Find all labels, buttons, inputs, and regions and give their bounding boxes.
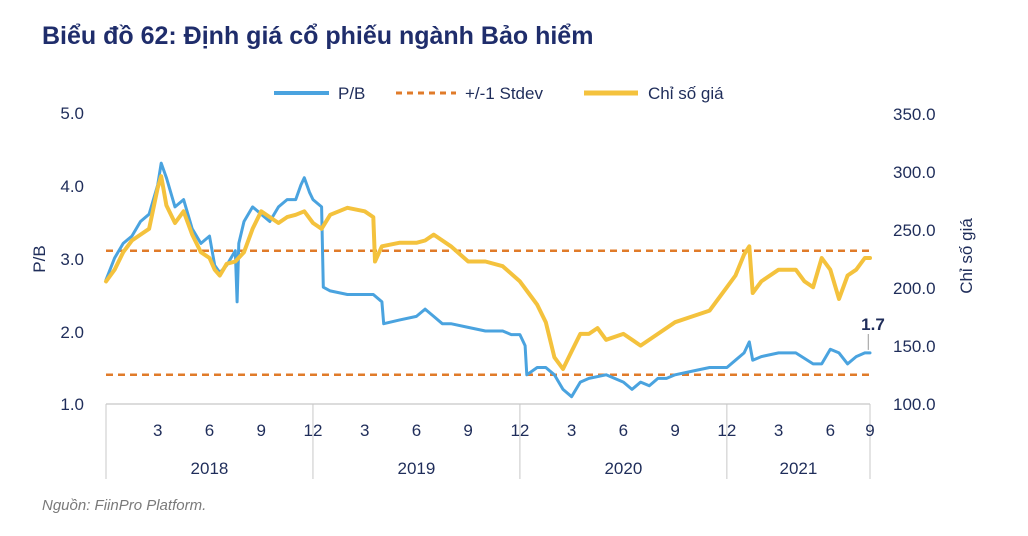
y-left-tick: 1.0: [60, 395, 84, 414]
x-tick-label: 9: [670, 421, 679, 440]
y-left-tick: 4.0: [60, 177, 84, 196]
x-tick-label: 9: [256, 421, 265, 440]
x-year-label: 2019: [398, 459, 436, 478]
x-tick-label: 3: [360, 421, 369, 440]
series-price-index-line: [104, 174, 872, 371]
y-right-tick: 200.0: [893, 279, 936, 298]
annotation-last-pb: 1.7: [861, 315, 885, 334]
x-tick-label: 12: [510, 421, 529, 440]
y-left-tick: 3.0: [60, 250, 84, 269]
x-tick-label: 3: [774, 421, 783, 440]
y-axis-right-title: Chỉ số giá: [957, 218, 976, 294]
source-note: Nguồn: FiinPro Platform.: [42, 497, 207, 514]
chart-title: Biểu đồ 62: Định giá cổ phiếu ngành Bảo …: [42, 22, 594, 50]
x-tick-label: 12: [717, 421, 736, 440]
x-tick-label: 6: [412, 421, 421, 440]
y-right-tick: 100.0: [893, 395, 936, 414]
y-right-tick: 300.0: [893, 163, 936, 182]
y-left-tick: 5.0: [60, 104, 84, 123]
x-tick-label: 3: [153, 421, 162, 440]
x-year-label: 2021: [780, 459, 818, 478]
x-tick-label: 6: [826, 421, 835, 440]
y-axis-right-ticks: 100.0 150.0 200.0 250.0 300.0 350.0: [893, 105, 936, 414]
y-right-tick: 350.0: [893, 105, 936, 124]
y-left-tick: 2.0: [60, 323, 84, 342]
y-right-tick: 150.0: [893, 337, 936, 356]
legend: P/B +/-1 Stdev Chỉ số giá: [274, 84, 724, 103]
x-tick-label: 9: [463, 421, 472, 440]
y-right-tick: 250.0: [893, 221, 936, 240]
x-tick-label: 6: [619, 421, 628, 440]
x-tick-label: 12: [303, 421, 322, 440]
x-tick-label: 3: [567, 421, 576, 440]
x-year-label: 2018: [191, 459, 229, 478]
y-axis-left-ticks: 1.0 2.0 3.0 4.0 5.0: [60, 104, 84, 414]
plot-area: 3 6 9 12 3 6 9 12 3 6 9 12 3 6 9 2018 2019 2020 2021: [104, 161, 875, 479]
series-pb-line: [104, 161, 872, 399]
y-axis-left-title: P/B: [30, 245, 49, 272]
x-year-label: 2020: [604, 459, 642, 478]
x-tick-label: 6: [205, 421, 214, 440]
legend-index-label: Chỉ số giá: [648, 84, 724, 103]
legend-stdev-label: +/-1 Stdev: [465, 84, 543, 103]
legend-pb-label: P/B: [338, 84, 365, 103]
x-tick-label: 9: [865, 421, 874, 440]
